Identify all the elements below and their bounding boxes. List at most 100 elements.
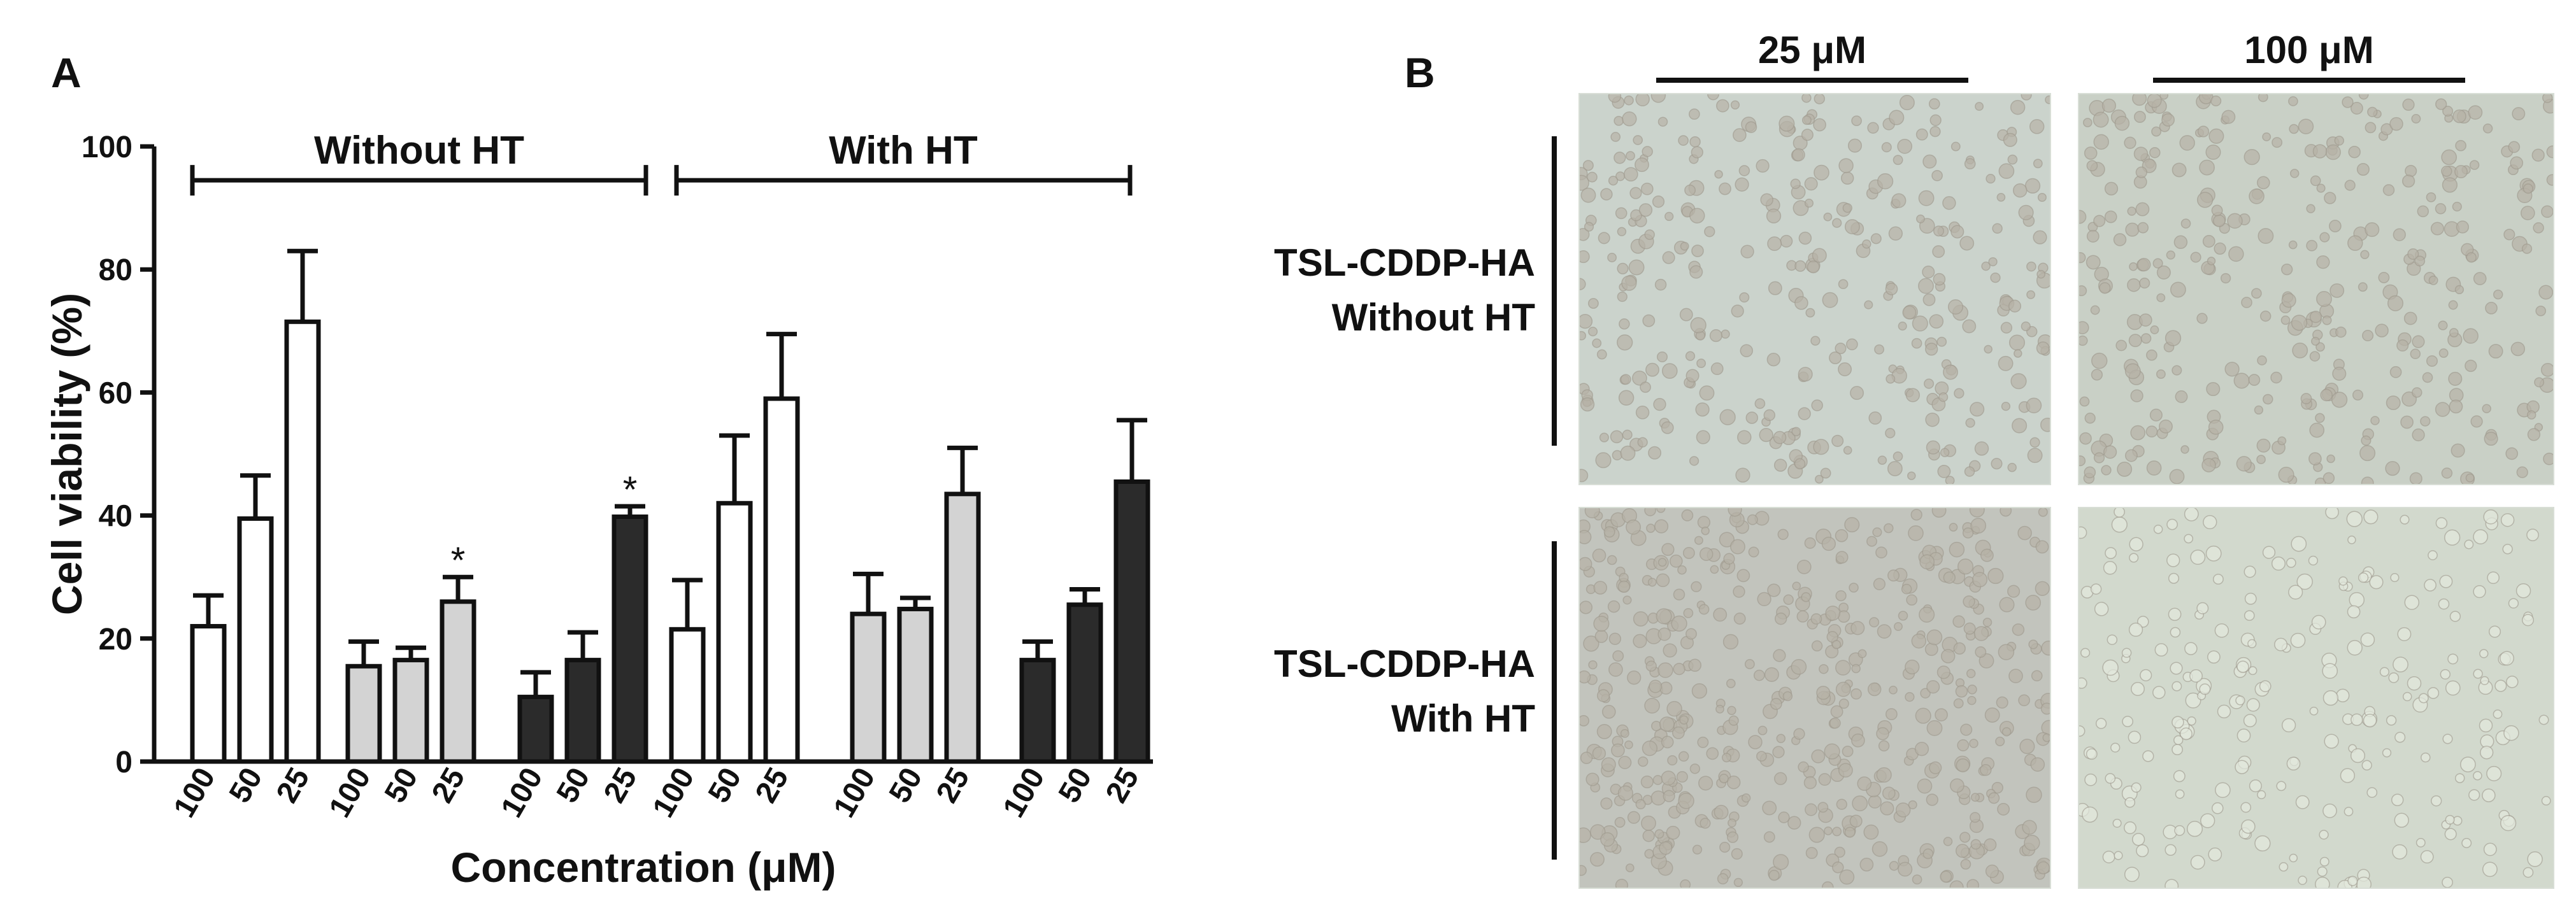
cell-blob — [1733, 613, 1746, 625]
cell-blob — [2422, 372, 2433, 383]
cell-blob — [1685, 351, 1696, 361]
cell-blob — [1776, 734, 1786, 744]
cell-blob — [2426, 192, 2436, 202]
cell-blob — [2414, 255, 2426, 267]
cell-blob — [1872, 527, 1882, 537]
cell-blob — [2331, 392, 2348, 408]
cell-blob — [2156, 293, 2166, 302]
cell-blob — [1601, 757, 1616, 772]
cell-blob — [1801, 592, 1811, 602]
cell-blob — [2142, 750, 2154, 762]
cell-blob — [2000, 322, 2013, 334]
cell-blob — [1689, 208, 1705, 223]
micrograph-with-ht-100um-cells — [2079, 508, 2553, 888]
cell-blob — [1804, 199, 1814, 208]
cell-blob — [1706, 747, 1719, 760]
cell-blob — [2029, 119, 2045, 134]
cell-blob — [2147, 94, 2162, 108]
cell-blob — [1664, 211, 1674, 222]
cell-blob — [2227, 213, 2243, 229]
cell-blob — [1985, 864, 1999, 878]
cell-blob — [2298, 876, 2307, 885]
cell-blob — [1876, 727, 1889, 741]
cell-blob — [2173, 735, 2184, 746]
cell-blob — [2505, 447, 2519, 460]
cell-blob — [1885, 708, 1898, 721]
cell-blob — [1796, 610, 1809, 623]
cell-blob — [1884, 523, 1894, 534]
cell-blob — [2189, 669, 2203, 683]
cell-blob — [1922, 293, 1936, 306]
cell-blob — [1915, 128, 1928, 141]
cell-blob — [2127, 278, 2141, 292]
cell-blob — [1887, 569, 1900, 582]
cell-blob — [2131, 682, 2145, 696]
cell-blob — [1726, 775, 1741, 790]
cell-blob — [1835, 590, 1847, 602]
cell-blob — [2254, 835, 2271, 852]
cell-blob — [1673, 662, 1685, 676]
cell-blob — [2336, 688, 2350, 702]
x-tick-label: 50 — [883, 762, 929, 809]
cell-blob — [2334, 136, 2345, 146]
cell-blob — [2172, 744, 2183, 756]
micrograph-without-ht-100um — [2078, 93, 2554, 485]
cell-blob — [1662, 251, 1675, 264]
cell-blob — [1998, 163, 2015, 180]
cell-blob — [1783, 594, 1794, 606]
cell-blob — [1820, 467, 1831, 479]
cell-blob — [1620, 728, 1629, 738]
cell-blob — [2500, 651, 2514, 666]
cell-blob — [1929, 114, 1942, 126]
cell-blob — [1838, 158, 1854, 173]
y-tick-label: 100 — [82, 131, 132, 164]
cell-blob — [1991, 458, 2003, 470]
cell-blob — [2133, 146, 2149, 161]
cell-blob — [2378, 271, 2390, 283]
cell-blob — [1807, 260, 1820, 274]
bar — [716, 500, 753, 764]
cell-blob — [1641, 815, 1656, 831]
cell-blob — [2465, 473, 2475, 483]
cell-blob — [2531, 148, 2545, 162]
cell-blob — [1999, 597, 2015, 613]
cell-blob — [1676, 770, 1688, 783]
cell-blob — [2315, 876, 2330, 888]
cell-blob — [2262, 546, 2276, 559]
cell-blob — [2420, 416, 2431, 427]
cell-blob — [2003, 132, 2017, 147]
cell-blob — [1787, 816, 1801, 830]
cell-blob — [2389, 366, 2402, 378]
cell-blob — [2170, 281, 2186, 298]
cell-blob — [1593, 615, 1610, 632]
cell-blob — [2347, 235, 2363, 252]
cell-blob — [2541, 205, 2553, 218]
cell-blob — [1617, 262, 1629, 274]
cell-blob — [2235, 760, 2249, 774]
cell-blob — [2036, 269, 2045, 279]
bar — [237, 516, 274, 764]
cell-blob — [2111, 516, 2128, 533]
cell-blob — [2351, 713, 2363, 727]
cell-blob — [2347, 876, 2358, 886]
cell-blob — [1747, 514, 1758, 525]
cell-blob — [1599, 432, 1609, 443]
cell-blob — [1970, 402, 1985, 417]
cell-blob — [1650, 94, 1666, 103]
cell-blob — [2249, 779, 2262, 793]
cell-blob — [1647, 578, 1657, 587]
cell-blob — [2124, 136, 2136, 149]
cell-blob — [2391, 793, 2404, 807]
cell-blob — [1936, 665, 1950, 679]
cell-blob — [1942, 196, 1956, 210]
cell-blob — [1823, 212, 1833, 222]
cell-blob — [2451, 443, 2465, 458]
cell-blob — [2438, 320, 2448, 330]
cell-blob — [1857, 776, 1872, 791]
cell-blob — [2454, 165, 2468, 179]
cell-blob — [2291, 315, 2308, 331]
cell-blob — [1801, 94, 1812, 103]
cell-blob — [1925, 343, 1938, 356]
cell-blob — [2480, 676, 2489, 685]
cell-blob — [1689, 108, 1700, 120]
